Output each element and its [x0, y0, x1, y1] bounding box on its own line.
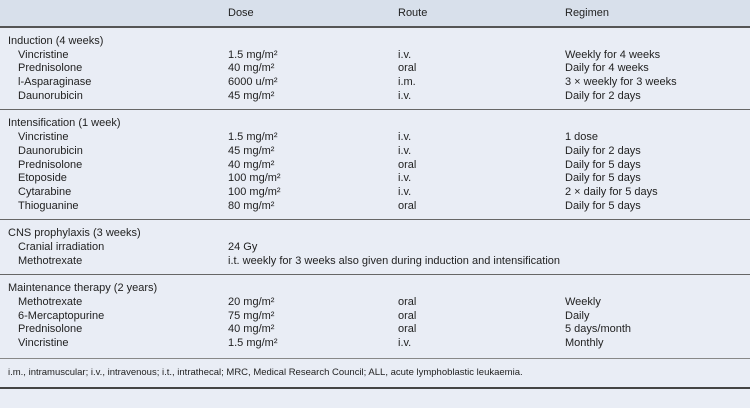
cell-regimen: Monthly	[565, 337, 604, 350]
table-row: Cranial irradiation 24 Gy	[0, 241, 750, 255]
cell-dose: 100 mg/m²	[228, 172, 281, 185]
cell-route: i.v.	[398, 131, 412, 144]
cell-regimen: Daily	[565, 309, 590, 322]
cell-dose: 45 mg/m²	[228, 89, 275, 102]
cell-route: oral	[398, 309, 417, 322]
cell-route: oral	[398, 296, 417, 308]
table-row: Daunorubicin 45 mg/m² i.v. Daily for 2 days	[0, 145, 750, 159]
cell-route: i.v.	[398, 48, 412, 61]
cell-drug: Prednisolone	[18, 323, 83, 336]
table-row: Vincristine 1.5 mg/m² i.v. 1 dose	[0, 131, 750, 145]
cell-drug: l-Asparaginase	[18, 76, 92, 89]
table-section: CNS prophylaxis (3 weeks) Cranial irradia…	[0, 220, 750, 276]
table-row: Prednisolone 40 mg/m² oral Daily for 5 days	[0, 159, 750, 173]
cell-drug: Vincristine	[18, 337, 69, 350]
cell-route: i.v.	[398, 185, 412, 198]
table-body: Induction (4 weeks) Vincristine 1.5 mg/m² i…	[0, 28, 750, 357]
cell-drug: Prednisolone	[18, 62, 83, 75]
cell-route: oral	[398, 199, 417, 212]
cell-regimen: Daily for 4 weeks	[565, 62, 649, 75]
table-section: Intensification (1 week) Vincristine 1.5 m…	[0, 110, 750, 221]
cell-dose: 80 mg/m²	[228, 199, 275, 212]
cell-route: oral	[398, 158, 417, 171]
header-route: Route	[398, 7, 428, 19]
cell-drug: Etoposide	[18, 172, 67, 185]
cell-drug: Daunorubicin	[18, 144, 83, 157]
cell-regimen: Daily for 5 days	[565, 172, 641, 185]
cell-regimen: Daily for 2 days	[565, 144, 641, 157]
cell-drug: Daunorubicin	[18, 89, 83, 102]
table-row: Vincristine 1.5 mg/m² i.v. Weekly for 4 wee…	[0, 49, 750, 63]
section-title: CNS prophylaxis (3 weeks)	[8, 227, 141, 240]
table-row: Thioguanine 80 mg/m² oral Daily for 5 days	[0, 200, 750, 214]
cell-route: i.v.	[398, 144, 412, 157]
cell-dose: 100 mg/m²	[228, 185, 281, 198]
table-row: Methotrexate 20 mg/m² oral Weekly	[0, 296, 750, 310]
table-section: Induction (4 weeks) Vincristine 1.5 mg/m² i…	[0, 28, 750, 111]
cell-drug: Cranial irradiation	[18, 240, 105, 253]
section-title: Maintenance therapy (2 years)	[8, 282, 158, 295]
cell-dose: 40 mg/m²	[228, 62, 275, 75]
section-title: Intensification (1 week)	[8, 117, 121, 130]
cell-regimen: 2 × daily for 5 days	[565, 185, 658, 198]
cell-regimen: Daily for 5 days	[565, 158, 641, 171]
cell-regimen: 5 days/month	[565, 323, 632, 336]
cell-regimen: 1 dose	[565, 131, 599, 144]
cell-dose: 40 mg/m²	[228, 323, 275, 336]
cell-drug: Prednisolone	[18, 158, 83, 171]
cell-dose: 45 mg/m²	[228, 144, 275, 157]
cell-route: oral	[398, 62, 417, 75]
table-row: 6-Mercaptopurine 75 mg/m² oral Daily	[0, 310, 750, 324]
table-row: l-Asparaginase 6000 u/m² i.m. 3 × weekly fo…	[0, 76, 750, 90]
cell-drug: Thioguanine	[18, 199, 79, 212]
cell-drug: 6-Mercaptopurine	[18, 309, 105, 322]
table-header: Dose Route Regimen	[0, 0, 750, 28]
table-row: Methotrexate i.t. weekly for 3 weeks also…	[0, 255, 750, 269]
cell-drug: Methotrexate	[18, 254, 83, 267]
cell-drug: Methotrexate	[18, 296, 83, 308]
cell-dose: 40 mg/m²	[228, 158, 275, 171]
cell-dose: 20 mg/m²	[228, 296, 275, 308]
table-row: Etoposide 100 mg/m² i.v. Daily for 5 days	[0, 172, 750, 186]
header-dose: Dose	[228, 7, 254, 19]
table-row: Vincristine 1.5 mg/m² i.v. Monthly	[0, 337, 750, 351]
section-title: Induction (4 weeks)	[8, 35, 104, 47]
table-row: Cytarabine 100 mg/m² i.v. 2 × daily for 5 d…	[0, 186, 750, 200]
cell-route: i.v.	[398, 172, 412, 185]
footnote: i.m., intramuscular; i.v., intravenous; …	[0, 357, 750, 389]
cell-dose: 1.5 mg/m²	[228, 131, 278, 144]
table-row: Prednisolone 40 mg/m² oral 5 days/month	[0, 323, 750, 337]
cell-dose: i.t. weekly for 3 weeks also given durin…	[228, 254, 561, 267]
cell-dose: 1.5 mg/m²	[228, 48, 278, 61]
cell-regimen: Daily for 2 days	[565, 89, 641, 102]
cell-route: i.m.	[398, 76, 416, 89]
cell-drug: Cytarabine	[18, 185, 72, 198]
cell-dose: 6000 u/m²	[228, 76, 278, 89]
cell-dose: 1.5 mg/m²	[228, 337, 278, 350]
cell-dose: 24 Gy	[228, 240, 258, 253]
cell-dose: 75 mg/m²	[228, 309, 275, 322]
cell-route: i.v.	[398, 89, 412, 102]
cell-drug: Vincristine	[18, 48, 69, 61]
cell-regimen: Weekly	[565, 296, 601, 308]
cell-drug: Vincristine	[18, 131, 69, 144]
table-section: Maintenance therapy (2 years) Methotrexat…	[0, 275, 750, 356]
table-row: Daunorubicin 45 mg/m² i.v. Daily for 2 days	[0, 90, 750, 104]
cell-regimen: Weekly for 4 weeks	[565, 48, 661, 61]
cell-regimen: Daily for 5 days	[565, 199, 641, 212]
header-regimen: Regimen	[565, 7, 610, 19]
cell-route: i.v.	[398, 337, 412, 350]
cell-route: oral	[398, 323, 417, 336]
table-row: Prednisolone 40 mg/m² oral Daily for 4 week…	[0, 62, 750, 76]
cell-regimen: 3 × weekly for 3 weeks	[565, 76, 677, 89]
